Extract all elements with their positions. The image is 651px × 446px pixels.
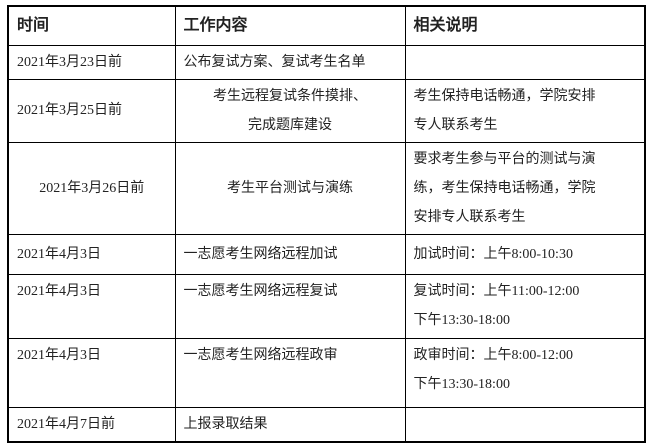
header-row: 时间 工作内容 相关说明 <box>7 5 646 46</box>
work-cell: 考生远程复试条件摸排、 完成题库建设 <box>174 78 406 143</box>
work-cell: 公布复试方案、复试考生名单 <box>174 44 406 80</box>
note-cell: 加试时间：上午8:00-10:30 <box>404 233 646 275</box>
work-cell: 上报录取结果 <box>174 406 406 443</box>
header-cell-time: 时间 <box>7 5 176 46</box>
time-cell: 2021年3月25日前 <box>7 78 176 143</box>
note-cell <box>404 44 646 80</box>
table-row: 2021年3月23日前 公布复试方案、复试考生名单 <box>7 44 646 80</box>
table-row: 2021年3月26日前 考生平台测试与演练 要求考生参与平台的测试与演 练，考生… <box>7 141 646 235</box>
schedule-table: 时间 工作内容 相关说明 2021年3月23日前 公布复试方案、复试考生名单 2… <box>7 5 646 443</box>
table-row: 2021年4月3日 一志愿考生网络远程复试 复试时间：上午11:00-12:00… <box>7 273 646 339</box>
table-row: 2021年4月3日 一志愿考生网络远程政审 政审时间：上午8:00-12:00 … <box>7 337 646 408</box>
time-cell: 2021年3月23日前 <box>7 44 176 80</box>
time-cell: 2021年4月3日 <box>7 337 176 408</box>
time-cell: 2021年4月7日前 <box>7 406 176 443</box>
note-cell: 考生保持电话畅通，学院安排 专人联系考生 <box>404 78 646 143</box>
time-cell: 2021年4月3日 <box>7 233 176 275</box>
header-cell-note: 相关说明 <box>404 5 646 46</box>
work-cell: 考生平台测试与演练 <box>174 141 406 235</box>
note-cell: 复试时间：上午11:00-12:00 下午13:30-18:00 <box>404 273 646 339</box>
work-cell: 一志愿考生网络远程复试 <box>174 273 406 339</box>
table-row: 2021年4月3日 一志愿考生网络远程加试 加试时间：上午8:00-10:30 <box>7 233 646 275</box>
note-cell: 政审时间：上午8:00-12:00 下午13:30-18:00 <box>404 337 646 408</box>
table-row: 2021年3月25日前 考生远程复试条件摸排、 完成题库建设 考生保持电话畅通，… <box>7 78 646 143</box>
schedule-table-container: 时间 工作内容 相关说明 2021年3月23日前 公布复试方案、复试考生名单 2… <box>7 5 646 443</box>
time-cell: 2021年3月26日前 <box>7 141 176 235</box>
time-cell: 2021年4月3日 <box>7 273 176 339</box>
work-cell: 一志愿考生网络远程政审 <box>174 337 406 408</box>
work-cell: 一志愿考生网络远程加试 <box>174 233 406 275</box>
note-cell: 要求考生参与平台的测试与演 练，考生保持电话畅通，学院 安排专人联系考生 <box>404 141 646 235</box>
header-cell-work: 工作内容 <box>174 5 406 46</box>
table-row: 2021年4月7日前 上报录取结果 <box>7 406 646 443</box>
note-cell <box>404 406 646 443</box>
